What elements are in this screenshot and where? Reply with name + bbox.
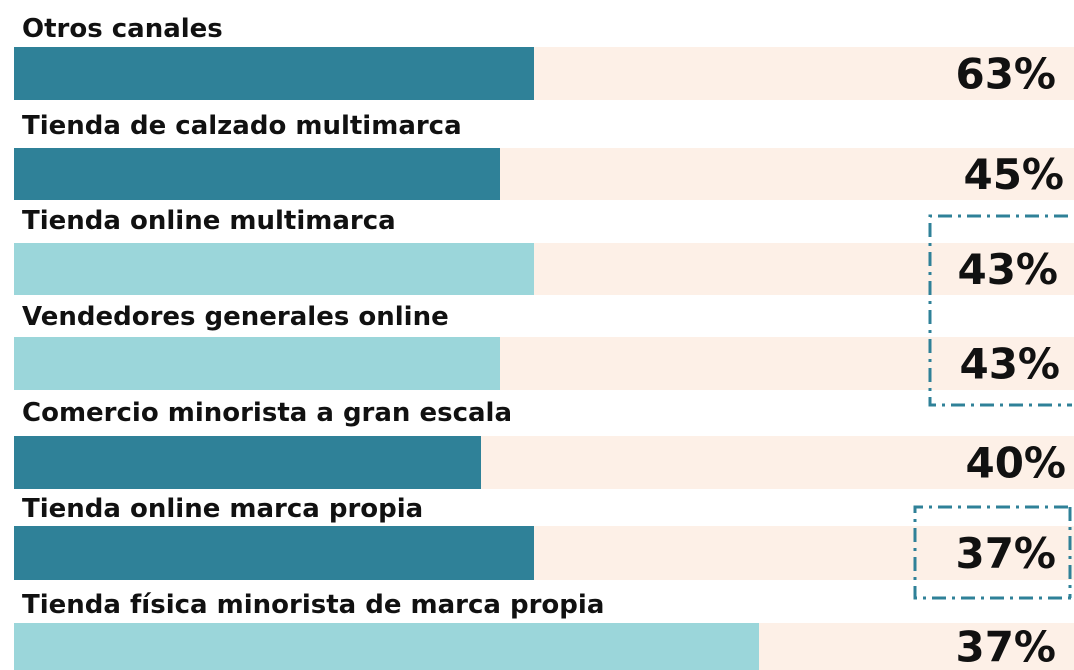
row-label: Tienda de calzado multimarca — [22, 111, 462, 141]
row-label: Tienda online multimarca — [22, 206, 396, 236]
highlight-box — [913, 505, 1072, 600]
bar — [14, 436, 481, 489]
row-value: 40% — [965, 439, 1066, 488]
highlight-box — [928, 214, 1072, 407]
bar — [14, 623, 759, 670]
row-value: 43% — [959, 340, 1060, 389]
row-label: Comercio minorista a gran escala — [22, 398, 512, 428]
bar — [14, 337, 500, 390]
row-label: Tienda online marca propia — [22, 494, 423, 524]
row-value: 37% — [955, 623, 1056, 670]
bar — [14, 47, 534, 100]
bar — [14, 243, 534, 295]
row-label: Vendedores generales online — [22, 302, 449, 332]
row-value: 43% — [957, 245, 1058, 294]
row-label: Tienda física minorista de marca propia — [22, 590, 604, 620]
row-value: 37% — [955, 529, 1056, 578]
rows: Otros canales 63% Tienda de calzado multim… — [14, 14, 1074, 670]
row-label: Otros canales — [22, 14, 223, 44]
row-value: 63% — [955, 50, 1056, 99]
bar — [14, 148, 500, 200]
bar — [14, 526, 534, 580]
row-value: 45% — [963, 150, 1064, 199]
